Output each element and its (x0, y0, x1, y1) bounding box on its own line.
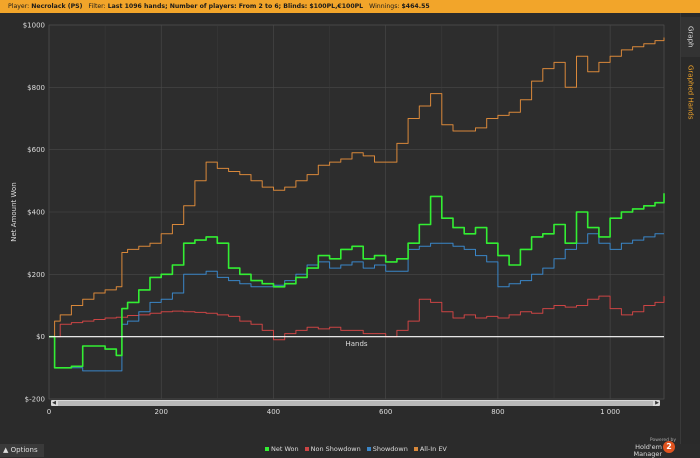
scrollbar-thumb[interactable] (58, 400, 653, 406)
legend-label: Net Won (271, 445, 299, 453)
series-line-showdown (49, 233, 664, 372)
y-tick-label: $400 (27, 209, 45, 217)
winnings-graph: $-200 $0 $200 $400 $600 $800 $1000 0 200 400 600 80… (10, 22, 665, 416)
legend-swatch (265, 447, 269, 451)
legend-label: All-In EV (419, 445, 447, 453)
filter-bar: Player: Necrolack (PS) Filter: Last 1096… (0, 0, 700, 13)
x-tick-label: 1 000 (600, 408, 620, 416)
y-tick-label: $800 (27, 84, 45, 92)
filter-label: Filter: (88, 3, 106, 10)
brand-block: Powered by Hold'em Manager (628, 437, 677, 458)
y-tick-label: $1000 (23, 22, 45, 30)
options-arrow-icon: ▲ (3, 446, 9, 454)
legend-label: Non Showdown (310, 445, 361, 453)
y-tick-label: $0 (36, 333, 45, 341)
player-label: Player: (8, 3, 30, 10)
right-side-tabs: Graph Graphed Hands (680, 13, 700, 444)
scroll-right-arrow-icon[interactable]: ▶ (655, 400, 659, 406)
player-value: Necrolack (PS) (31, 3, 83, 10)
y-tick-label: $600 (27, 146, 45, 154)
legend-item-showdown: Showdown (366, 445, 408, 453)
series-line-net-won (49, 193, 665, 369)
legend-item-all-in-ev: All-In EV (413, 445, 447, 453)
legend-swatch (304, 447, 309, 451)
legend-item-net-won: Net Won (265, 445, 299, 453)
legend-swatch (413, 447, 418, 451)
bottom-bar: ▲ Options (0, 444, 700, 457)
chart-area: $-200 $0 $200 $400 $600 $800 $1000 0 200 400 600 80… (0, 13, 680, 444)
brand-logo: 2 (663, 441, 675, 453)
winnings-label: Winnings: (369, 3, 400, 10)
series-line-non-showdown (49, 295, 665, 341)
options-button[interactable]: ▲ Options (0, 444, 44, 457)
tab-graphed-hands[interactable]: Graphed Hands (686, 64, 695, 120)
x-tick-label: 200 (155, 408, 168, 416)
y-tick-label: $-200 (25, 396, 45, 404)
legend-item-non-showdown: Non Showdown (304, 445, 361, 453)
y-tick-label: $200 (27, 271, 45, 279)
x-tick-label: 400 (267, 408, 280, 416)
x-axis-label: Hands (345, 340, 367, 348)
x-tick-label: 800 (491, 408, 504, 416)
x-tick-label: 0 (47, 408, 51, 416)
legend-label: Showdown (372, 445, 408, 453)
scroll-left-arrow-icon[interactable]: ◀ (52, 400, 56, 406)
tab-graph[interactable]: Graph (681, 17, 700, 57)
winnings-value: $464.55 (401, 3, 430, 10)
y-axis-label: Net Amount Won (10, 182, 18, 241)
series-line-all-in-ev (49, 37, 665, 338)
powered-by-text: Powered by (649, 438, 676, 443)
chart-legend: Net Won Non Showdown Showdown All-In EV (265, 445, 447, 453)
legend-swatch (366, 447, 371, 451)
brand-name: Hold'em Manager (633, 443, 663, 458)
options-label: Options (10, 446, 38, 454)
filter-value: Last 1096 hands; Number of players: From… (107, 3, 364, 10)
x-tick-label: 600 (379, 408, 392, 416)
